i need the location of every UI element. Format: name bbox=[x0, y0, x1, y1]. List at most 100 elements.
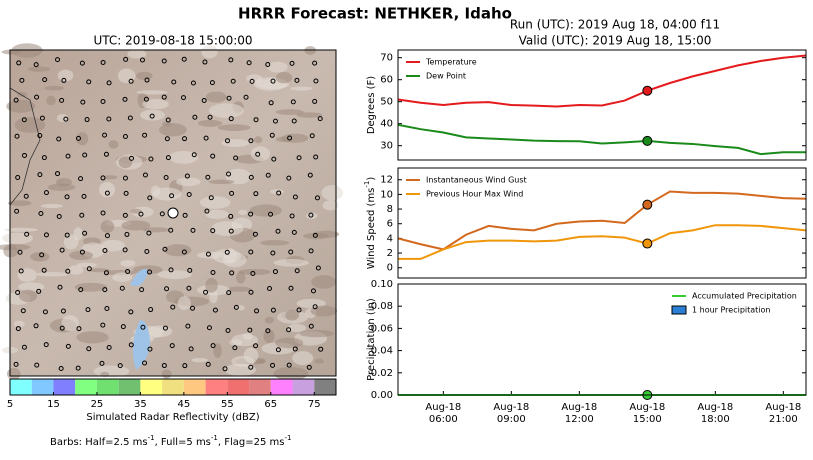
note-part: -1 bbox=[148, 434, 155, 442]
station bbox=[206, 325, 212, 331]
terrain-patch bbox=[13, 320, 25, 328]
colorbar-bin bbox=[140, 379, 163, 395]
terrain-patch bbox=[76, 132, 89, 146]
station bbox=[138, 211, 144, 217]
legend-swatch bbox=[671, 305, 687, 315]
station bbox=[182, 363, 188, 369]
terrain-patch bbox=[217, 124, 251, 132]
x-tick-label: Aug-18 06:00 bbox=[425, 402, 461, 425]
station bbox=[287, 135, 293, 141]
x-tick-label: 65 bbox=[264, 399, 277, 410]
colorbar-frame bbox=[9, 378, 337, 396]
y-tick-label: 70 bbox=[380, 53, 393, 64]
station bbox=[255, 151, 261, 157]
station bbox=[190, 227, 196, 233]
station bbox=[82, 230, 88, 236]
station bbox=[290, 99, 296, 105]
station bbox=[57, 284, 63, 290]
station bbox=[43, 342, 49, 348]
x-tick-line: 15:00 bbox=[633, 414, 662, 425]
terrain-patch bbox=[221, 139, 250, 147]
x-tick-label: Aug-18 12:00 bbox=[561, 402, 597, 425]
station bbox=[233, 304, 239, 310]
station bbox=[187, 267, 193, 273]
label-part: Degrees (F) bbox=[366, 76, 377, 134]
station bbox=[291, 118, 297, 124]
station bbox=[165, 117, 171, 123]
station bbox=[312, 60, 318, 66]
station bbox=[313, 78, 319, 84]
terrain-patch bbox=[61, 315, 79, 332]
station bbox=[65, 343, 71, 349]
terrain-patch bbox=[100, 220, 115, 233]
station bbox=[308, 212, 314, 218]
terrain-patch bbox=[191, 357, 208, 363]
y-tick-label: 12 bbox=[380, 175, 393, 186]
station bbox=[272, 269, 278, 275]
y-tick-label: 4 bbox=[387, 233, 393, 244]
station bbox=[16, 60, 22, 66]
series-line bbox=[397, 123, 806, 156]
terrain-patch bbox=[76, 262, 97, 268]
site bbox=[167, 207, 179, 219]
terrain-patch bbox=[175, 177, 201, 187]
map bbox=[0, 43, 343, 381]
station bbox=[148, 307, 154, 313]
station bbox=[224, 249, 230, 255]
station bbox=[289, 213, 295, 219]
station bbox=[201, 97, 207, 103]
station bbox=[34, 94, 40, 100]
terrain-patch bbox=[57, 69, 74, 82]
station bbox=[209, 80, 215, 86]
station bbox=[310, 288, 316, 294]
terrain-patch bbox=[226, 286, 252, 292]
terrain-patch bbox=[264, 316, 275, 324]
station bbox=[267, 286, 273, 292]
terrain-patch bbox=[69, 250, 94, 261]
station bbox=[102, 248, 108, 254]
station bbox=[146, 230, 152, 236]
station bbox=[286, 327, 292, 333]
station bbox=[228, 228, 234, 234]
station bbox=[275, 228, 281, 234]
terrain-patch bbox=[321, 185, 343, 201]
station bbox=[186, 285, 192, 291]
station bbox=[102, 287, 108, 293]
colorbar-bin bbox=[205, 379, 228, 395]
x-tick-line: 21:00 bbox=[769, 414, 798, 425]
legend-label: Previous Hour Max Wind bbox=[426, 190, 523, 199]
terrain-patch bbox=[152, 187, 182, 201]
terrain-patch bbox=[76, 331, 109, 344]
x-tick-label: Aug-18 09:00 bbox=[493, 402, 529, 425]
label-part: ) bbox=[366, 177, 377, 181]
terrain-patch bbox=[225, 168, 251, 185]
station bbox=[75, 365, 81, 371]
station bbox=[289, 60, 295, 66]
station bbox=[122, 133, 128, 139]
x-tick-line: Aug-18 bbox=[697, 402, 733, 413]
station bbox=[228, 116, 234, 122]
terrain-patch bbox=[253, 136, 263, 144]
station bbox=[124, 231, 130, 237]
station bbox=[17, 249, 23, 255]
station bbox=[102, 132, 108, 138]
colorbar-bin bbox=[292, 379, 315, 395]
x-tick-line: Aug-18 bbox=[765, 402, 801, 413]
station bbox=[226, 95, 232, 101]
station bbox=[61, 77, 67, 83]
station bbox=[192, 114, 198, 120]
station bbox=[248, 211, 254, 217]
station bbox=[294, 77, 300, 83]
station bbox=[317, 116, 323, 122]
station bbox=[161, 363, 167, 369]
station bbox=[170, 304, 176, 310]
station bbox=[142, 360, 148, 366]
terrain-patch bbox=[6, 99, 36, 113]
terrain-patch bbox=[286, 323, 307, 333]
station bbox=[222, 366, 228, 372]
station bbox=[226, 290, 232, 296]
station bbox=[86, 266, 92, 272]
station bbox=[291, 229, 297, 235]
terrain-patch bbox=[127, 49, 147, 59]
station bbox=[99, 360, 105, 366]
